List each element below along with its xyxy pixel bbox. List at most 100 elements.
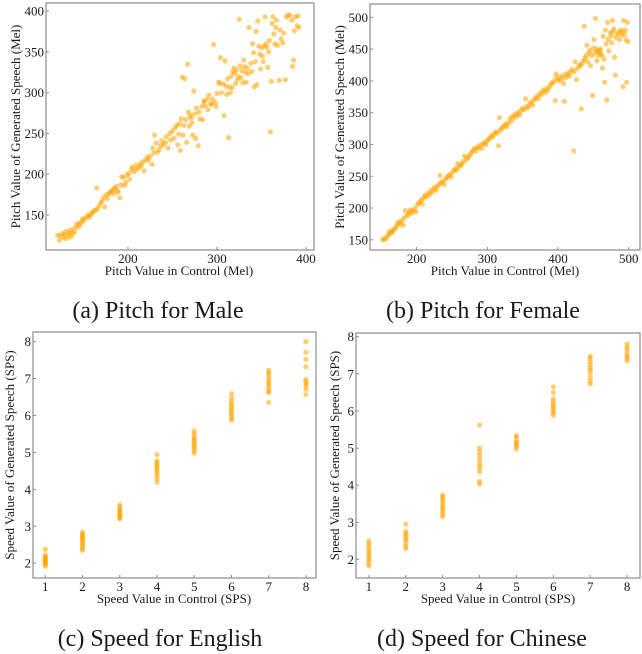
data-point (403, 521, 409, 527)
x-tick-label: 4 (154, 579, 161, 594)
data-point (152, 132, 158, 138)
data-point (113, 183, 119, 189)
data-point (260, 59, 266, 65)
data-point (150, 145, 156, 151)
data-point (587, 353, 593, 359)
data-point (212, 99, 218, 106)
y-tick-label: 3 (348, 515, 355, 530)
data-point (413, 209, 419, 215)
data-point (228, 391, 235, 397)
data-point (290, 64, 296, 70)
scatter-points (42, 339, 309, 569)
x-axis-label: Pitch Value in Control (Mel) (431, 263, 580, 278)
data-point (271, 31, 277, 37)
data-point (162, 139, 168, 145)
y-tick-label: 200 (349, 201, 369, 216)
data-point (156, 147, 162, 153)
data-point (622, 27, 628, 33)
data-point (153, 140, 159, 146)
data-point (111, 191, 117, 197)
x-tick-label: 1 (42, 579, 49, 594)
y-tick-label: 400 (349, 73, 369, 88)
data-point (268, 78, 274, 84)
data-point (250, 50, 257, 56)
y-tick-label: 150 (349, 232, 369, 247)
y-axis-label: Pitch Value of Generated Speech (Mel) (8, 25, 23, 229)
data-point (250, 41, 256, 47)
data-point (205, 107, 211, 113)
data-point (264, 44, 270, 50)
y-tick-label: 400 (25, 4, 45, 19)
y-tick-label: 500 (349, 10, 369, 25)
data-point (477, 449, 483, 455)
data-point (303, 391, 309, 397)
data-point (433, 187, 439, 193)
caption-b: (b) Pitch for Female (386, 298, 580, 324)
data-point (265, 64, 271, 70)
data-point (266, 49, 272, 55)
data-point (437, 173, 443, 179)
data-point (440, 492, 446, 498)
data-point (193, 135, 199, 141)
data-point (477, 452, 483, 459)
data-point (184, 139, 190, 145)
x-tick-label: 400 (548, 251, 568, 266)
data-point (196, 109, 202, 115)
y-tick-label: 450 (349, 42, 369, 57)
data-point (180, 132, 186, 138)
data-point (597, 46, 604, 52)
data-point (604, 97, 610, 103)
data-point (269, 20, 275, 26)
data-point (624, 350, 630, 356)
x-tick-label: 4 (476, 579, 483, 594)
data-point (244, 65, 250, 71)
data-point (604, 19, 611, 25)
x-axis-label: Pitch Value in Control (Mel) (105, 263, 254, 278)
data-point (303, 364, 309, 370)
data-point (163, 134, 169, 140)
data-point (222, 58, 228, 64)
data-point (513, 438, 520, 444)
data-point (572, 59, 578, 65)
data-point (591, 37, 597, 43)
data-point (141, 168, 147, 174)
data-point (149, 161, 155, 167)
data-point (42, 546, 48, 552)
data-point (248, 60, 254, 66)
data-point (303, 349, 309, 355)
data-point (171, 135, 177, 141)
data-point (448, 174, 454, 180)
y-tick-label: 4 (348, 478, 355, 493)
data-point (127, 176, 133, 182)
y-axis-label: Pitch Value of Generated Speech (Mel) (332, 25, 347, 229)
data-point (590, 92, 596, 99)
panel-pitch-male: 200 300 400 150 200 250 300 350 400 Pitch Value i… (8, 2, 316, 278)
x-tick-label: 300 (478, 251, 498, 266)
data-point (587, 374, 593, 381)
data-point (274, 17, 280, 23)
scatter-points (55, 12, 302, 243)
y-axis-label: Speed Value of Generated Speech (SPS) (327, 351, 342, 561)
data-point (477, 445, 483, 451)
data-point (585, 59, 591, 65)
data-point (42, 552, 48, 558)
x-tick-label: 7 (265, 579, 272, 594)
data-point (530, 102, 536, 108)
data-point (550, 389, 556, 395)
data-point (191, 88, 197, 94)
y-tick-label: 350 (25, 44, 45, 59)
x-tick-label: 5 (513, 579, 520, 594)
data-point (477, 478, 483, 485)
data-point (496, 143, 502, 149)
x-tick-label: 8 (303, 579, 310, 594)
data-point (290, 57, 297, 63)
data-point (71, 229, 78, 235)
data-point (177, 121, 183, 127)
data-point (192, 111, 198, 117)
data-point (229, 85, 235, 91)
data-point (221, 112, 227, 119)
data-point (277, 27, 283, 33)
x-tick-label: 7 (587, 579, 594, 594)
data-point (303, 356, 309, 362)
